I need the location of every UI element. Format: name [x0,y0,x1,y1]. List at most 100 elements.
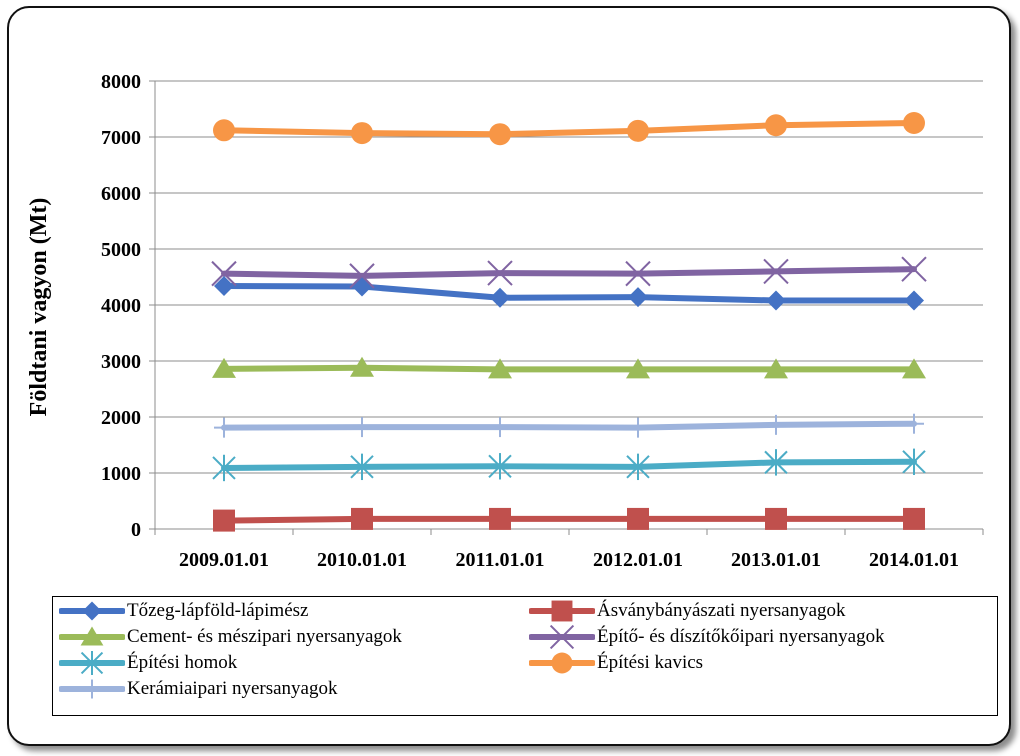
data-point-x [763,258,789,285]
data-point-x [211,260,237,287]
legend-item: Kerámiaipari nyersanyagok [59,677,338,701]
data-point-plus [490,417,510,438]
legend-swatch [529,600,595,622]
y-tick-label: 2000 [101,407,141,429]
y-tick-label: 7000 [101,127,141,149]
data-point-circle [765,114,787,137]
data-point-x-stroke [763,258,789,285]
y-tick-label: 6000 [101,183,141,205]
series-line [221,420,917,431]
data-point-x [901,256,927,282]
data-point-circle [213,119,235,142]
series-line [221,458,917,471]
y-tick-label: 4000 [101,295,141,317]
data-point-circle [551,652,573,674]
line-chart: 0 1000 2000 3000 4000 5000 6000 7000 8000 2009.0… [26,71,984,571]
legend-item: Cement- és mészipari nyersanyagok [59,625,402,649]
legend-swatch [59,679,125,699]
data-point-square [903,507,925,530]
data-point-x-stroke [487,260,513,286]
legend-item: Építési homok [59,651,237,675]
series-line [221,364,917,373]
legend-item: Ásványbányászati nyersanyagok [529,599,846,623]
y-axis-ticks: 0 1000 2000 3000 4000 5000 6000 7000 8000 [101,71,141,541]
data-point-plus [214,417,234,438]
data-point-asterisk [350,453,374,481]
data-point-asterisk [626,453,650,481]
legend-swatch [59,651,125,675]
y-axis-label: Földtani vagyon (Mt) [26,198,52,417]
data-point-plus [628,417,648,438]
legend-item: Építési kavics [529,651,703,675]
data-point-x [625,260,651,287]
x-tick-label: 2010.01.01 [317,549,407,571]
data-point-square [627,507,649,530]
data-point-plus [352,417,372,438]
series-markers [211,112,927,532]
data-point-diamond [766,290,786,311]
data-point-triangle [80,626,104,646]
data-point-x-stroke [211,260,237,287]
series-markers-group [213,112,925,146]
data-point-square [213,509,235,532]
legend-swatch [59,626,125,646]
data-point-x [549,625,575,649]
legend-swatch [529,625,595,649]
series-markers-group [212,448,926,482]
data-point-diamond [352,276,372,297]
data-point-triangle [212,357,236,378]
legend-label: Tőzeg-lápföld-lápimész [127,600,309,621]
x-axis-ticks: 2009.01.01 2010.01.01 2011.01.01 2012.01.01… [154,529,984,571]
data-point-x [349,263,375,289]
legend-label: Építési homok [127,652,238,673]
legend: Tőzeg-lápföld-lápimész Ásványbányászati n… [52,596,998,716]
series-line [221,266,917,279]
y-tick-label: 3000 [101,351,141,373]
data-point-diamond [214,275,234,296]
data-point-plus [904,413,924,434]
data-point-x-stroke [549,625,575,649]
data-point-x-stroke [901,256,927,282]
series-markers-group [214,413,924,438]
data-point-asterisk [764,449,788,476]
data-point-diamond [490,287,510,308]
data-point-circle [489,123,511,146]
series-markers-group [211,256,927,289]
data-point-square [551,600,573,622]
data-point-square [765,507,787,530]
data-point-triangle [488,358,512,379]
data-point-plus [766,414,786,435]
data-point-triangle [626,358,650,379]
series-markers-group [213,507,925,532]
legend-label: Cement- és mészipari nyersanyagok [127,626,402,647]
data-point-triangle [764,358,788,379]
data-point-circle [351,122,373,145]
legend-swatch [529,652,595,674]
data-point-triangle [902,358,926,379]
data-point-x [487,260,513,286]
data-point-square [351,507,373,530]
data-point-diamond [904,290,924,311]
data-point-x-stroke [349,263,375,289]
y-tick-label: 5000 [101,239,141,261]
legend-label: Kerámiaipari nyersanyagok [127,678,338,699]
legend-label: Ásványbányászati nyersanyagok [597,600,846,621]
legend-label: Építési kavics [597,652,704,673]
data-point-diamond [628,287,648,308]
y-tick-label: 8000 [101,71,141,93]
series-markers-group [212,356,926,379]
data-point-asterisk [80,651,104,675]
x-tick-label: 2009.01.01 [179,549,269,571]
legend-swatch [59,601,125,621]
x-tick-label: 2014.01.01 [869,549,959,571]
data-point-x-stroke [625,260,651,287]
x-tick-label: 2012.01.01 [593,549,683,571]
series-line [221,120,917,138]
data-point-asterisk [488,453,512,480]
legend-label: Építő- és díszítőkőipari nyersanyagok [597,626,885,647]
data-point-triangle [350,356,374,377]
data-point-diamond [82,601,102,621]
x-tick-label: 2013.01.01 [731,549,821,571]
series-lines [221,120,917,524]
data-point-square [489,507,511,530]
